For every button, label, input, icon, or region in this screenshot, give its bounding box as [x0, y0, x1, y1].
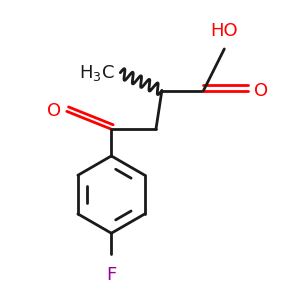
Text: O: O — [254, 82, 268, 100]
Text: F: F — [106, 266, 116, 284]
Text: HO: HO — [211, 22, 238, 40]
Text: O: O — [47, 102, 61, 120]
Text: H$_3$C: H$_3$C — [79, 63, 114, 83]
